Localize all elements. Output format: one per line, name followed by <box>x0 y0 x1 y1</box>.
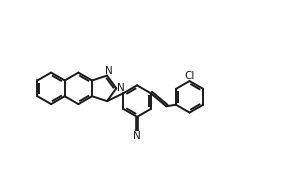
Text: Cl: Cl <box>184 71 195 81</box>
Text: N: N <box>133 131 141 141</box>
Text: N: N <box>105 66 113 76</box>
Text: N: N <box>117 83 125 93</box>
